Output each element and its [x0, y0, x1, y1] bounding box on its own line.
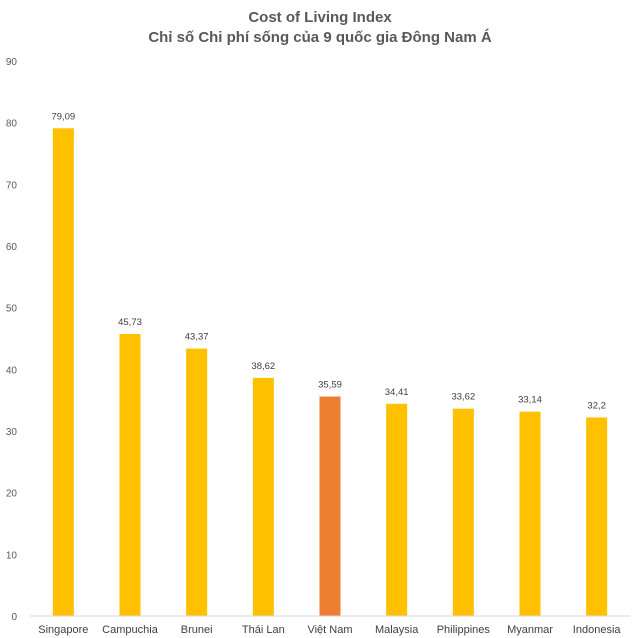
- y-tick-label: 50: [6, 304, 18, 315]
- data-label: 43,37: [185, 332, 209, 343]
- bar: [519, 411, 541, 616]
- y-tick-label: 0: [11, 612, 17, 623]
- x-tick-label: Malaysia: [375, 624, 419, 636]
- data-label: 79,09: [51, 111, 75, 122]
- data-label: 38,62: [251, 361, 275, 372]
- bar: [319, 396, 341, 616]
- data-label: 45,73: [118, 317, 142, 328]
- y-tick-label: 90: [6, 57, 18, 68]
- x-tick-label: Myanmar: [507, 624, 553, 636]
- bar: [119, 333, 141, 616]
- x-tick-label: Việt Nam: [307, 624, 352, 636]
- y-tick-label: 30: [6, 427, 18, 438]
- x-tick-label: Brunei: [181, 624, 213, 636]
- bar: [186, 348, 208, 616]
- x-tick-label: Singapore: [38, 624, 88, 636]
- data-label: 33,62: [451, 392, 475, 403]
- chart-subtitle: Chỉ số Chi phí sống của 9 quốc gia Đông …: [148, 29, 492, 46]
- data-label: 32,2: [587, 400, 606, 411]
- y-tick-label: 10: [6, 550, 18, 561]
- y-tick-label: 20: [6, 489, 18, 500]
- y-tick-label: 80: [6, 119, 18, 130]
- data-label: 34,41: [385, 387, 409, 398]
- x-tick-label: Indonesia: [573, 624, 622, 636]
- bar: [52, 128, 74, 617]
- chart-title: Cost of Living Index: [248, 9, 392, 26]
- data-label: 33,14: [518, 395, 542, 406]
- x-tick-label: Thái Lan: [242, 624, 285, 636]
- bar: [386, 403, 408, 616]
- x-tick-label: Philippines: [437, 624, 491, 636]
- y-tick-label: 70: [6, 180, 18, 191]
- x-tick-label: Campuchia: [102, 624, 159, 636]
- bar: [452, 408, 474, 616]
- y-tick-label: 40: [6, 365, 18, 376]
- data-label: 35,59: [318, 380, 342, 391]
- bar: [586, 417, 608, 616]
- y-tick-label: 60: [6, 242, 18, 253]
- bar: [252, 377, 274, 616]
